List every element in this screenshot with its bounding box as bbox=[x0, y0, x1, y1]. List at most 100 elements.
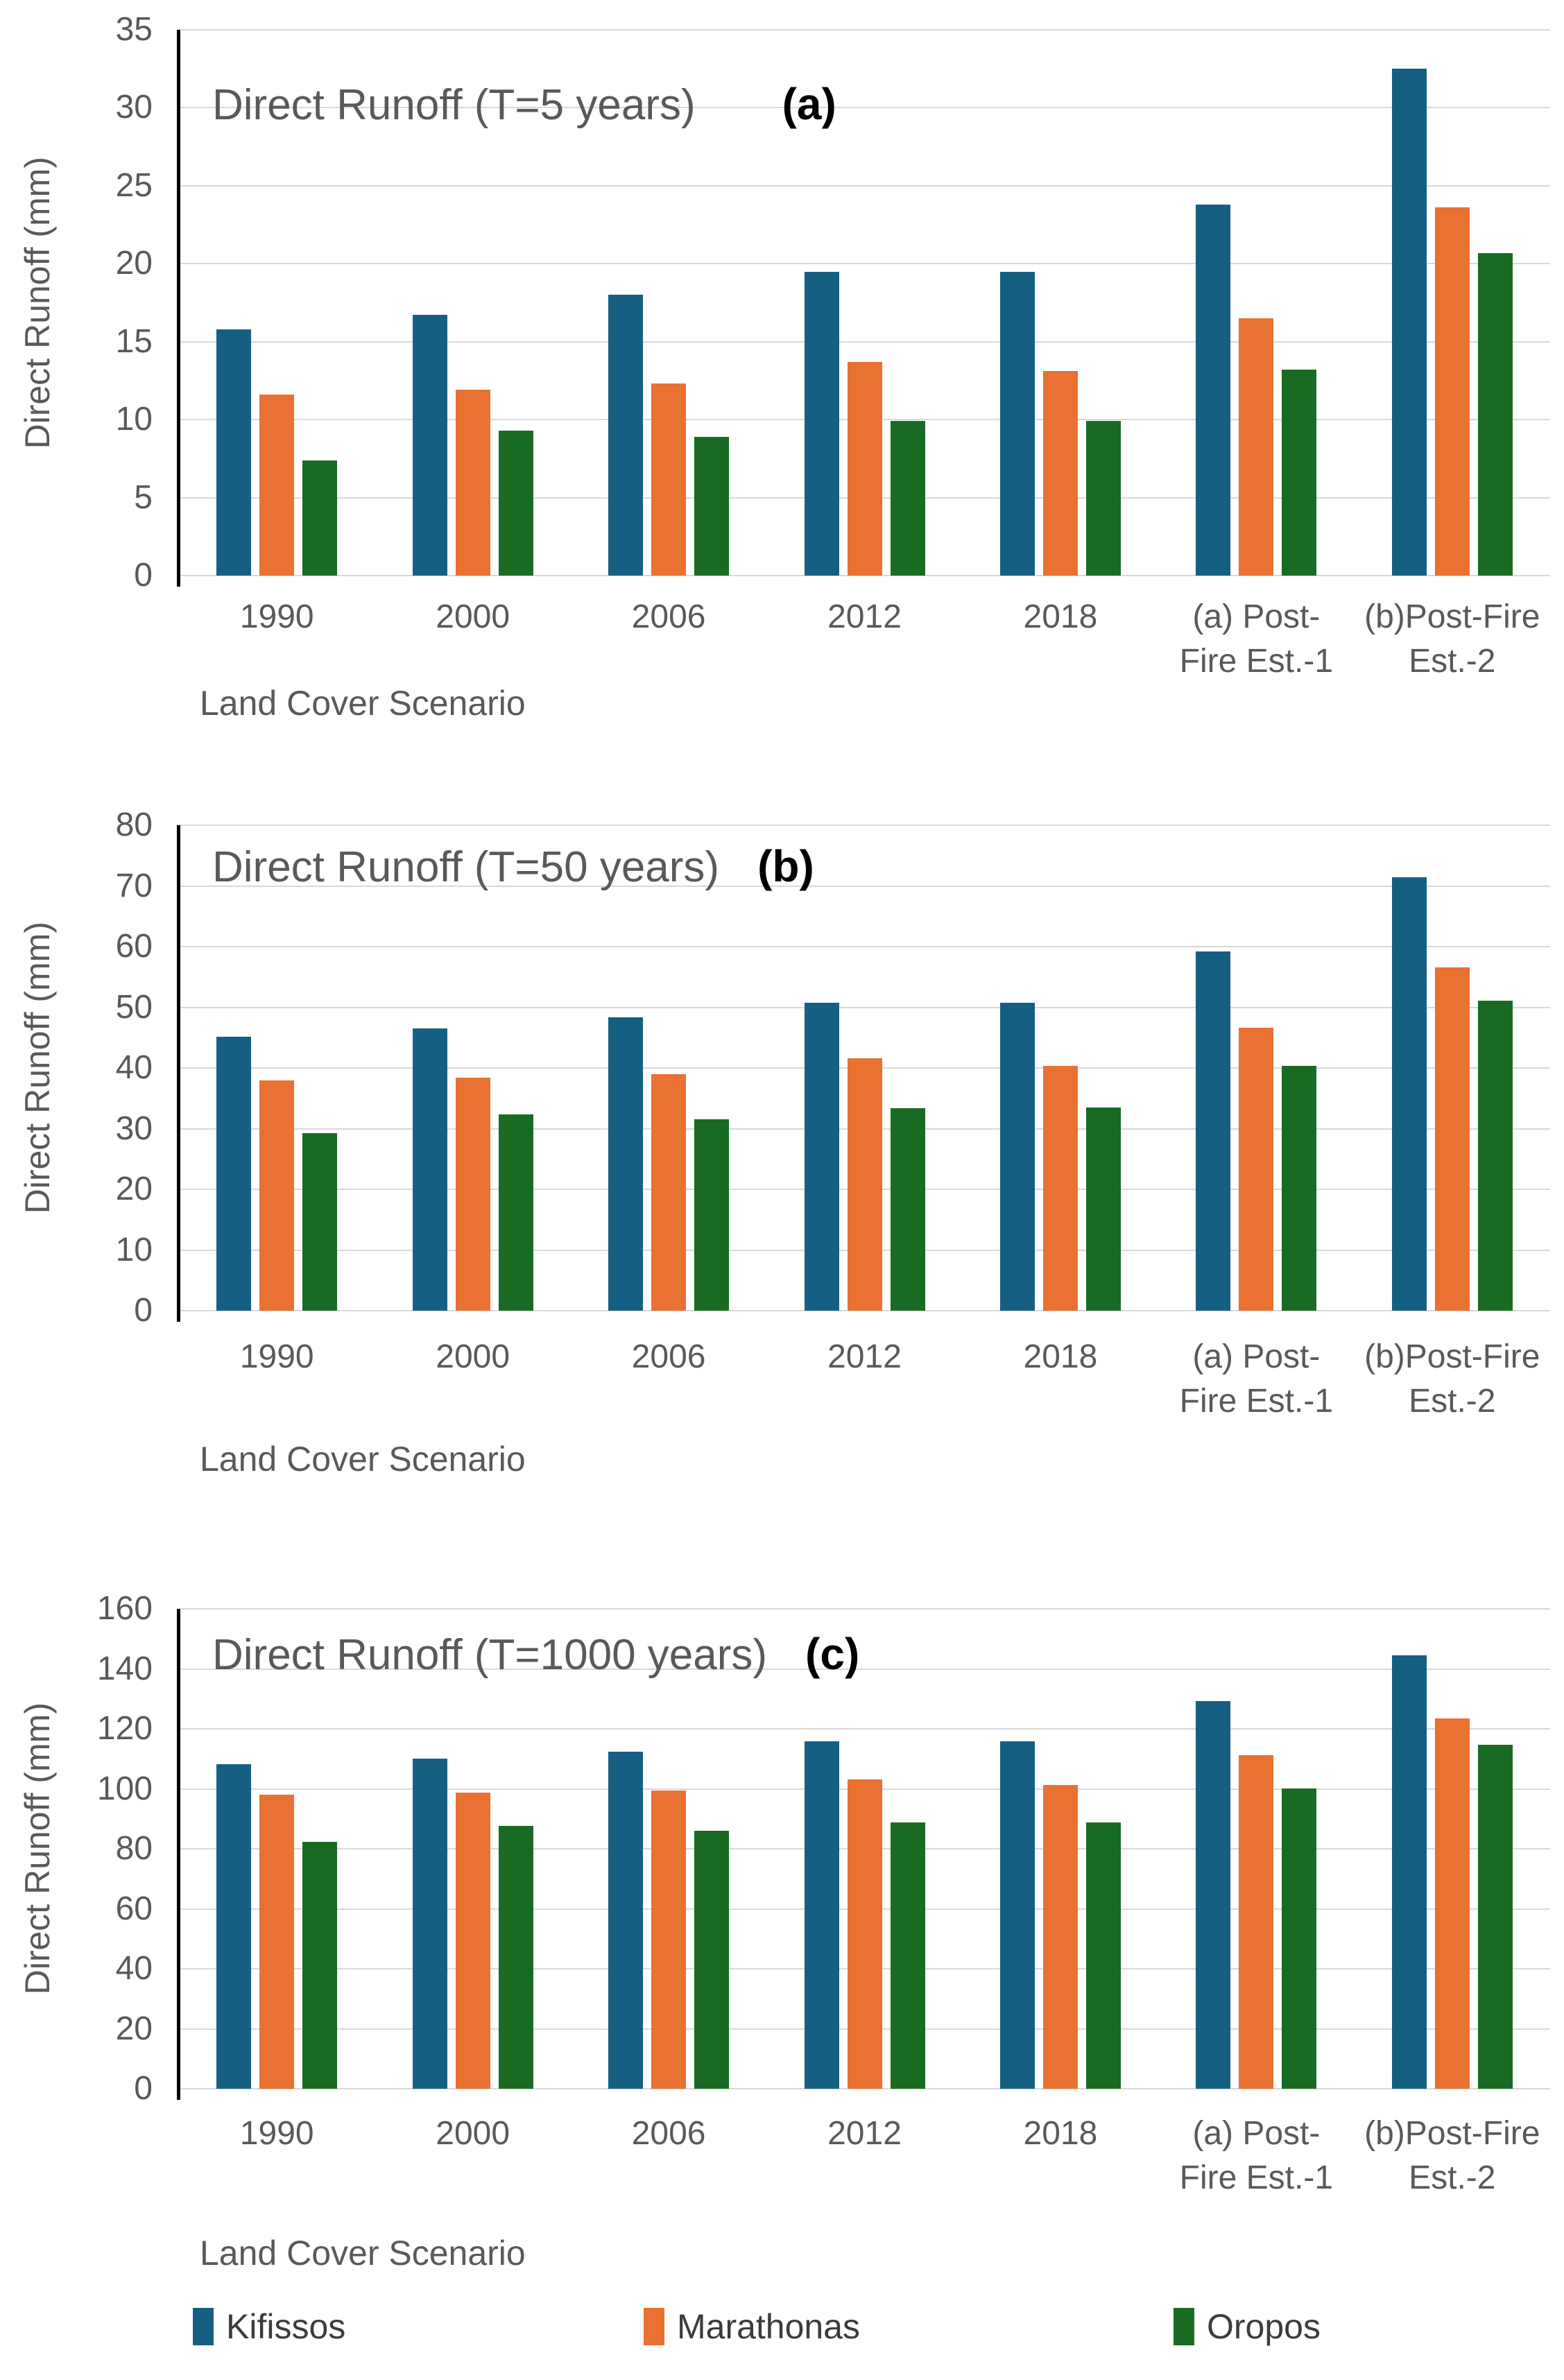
x-tick-line: 2000 bbox=[436, 598, 510, 635]
bar-kifissos-a-6 bbox=[1196, 204, 1231, 576]
gridline-a-25 bbox=[179, 184, 1550, 187]
bar-oropos-c-6 bbox=[1282, 1788, 1317, 2089]
x-tick-line: Est.-2 bbox=[1409, 1383, 1496, 1420]
legend-swatch-kifissos bbox=[193, 2308, 214, 2345]
bar-kifissos-b-3 bbox=[608, 1017, 644, 1311]
gridline-a-20 bbox=[179, 263, 1550, 265]
y-axis-title-box: Direct Runoff (mm) bbox=[8, 825, 67, 1311]
y-tick-label: 35 bbox=[115, 11, 153, 48]
bar-marathonas-b-6 bbox=[1239, 1028, 1274, 1311]
y-tick-label: 30 bbox=[115, 89, 153, 126]
x-tick-label: (a) Post- Fire Est.-1 bbox=[1145, 595, 1367, 684]
x-tick-line: 2000 bbox=[436, 1338, 510, 1375]
bar-kifissos-a-3 bbox=[608, 295, 644, 576]
bar-oropos-c-1 bbox=[302, 1841, 338, 2089]
chart-title-row-a: Direct Runoff (T=5 years) (a) bbox=[212, 78, 836, 130]
chart-title-row-c: Direct Runoff (T=1000 years) (c) bbox=[212, 1628, 859, 1680]
y-tick-label: 25 bbox=[115, 166, 153, 204]
y-axis-title: Direct Runoff (mm) bbox=[18, 922, 57, 1214]
bar-oropos-a-7 bbox=[1477, 252, 1513, 576]
chart-title: Direct Runoff (T=1000 years) bbox=[212, 1631, 768, 1679]
x-tick-label: 1990 bbox=[166, 2112, 388, 2156]
gridline-b-50 bbox=[179, 1006, 1550, 1008]
chart-title: Direct Runoff (T=50 years) bbox=[212, 843, 720, 891]
x-tick-label: (b)Post-Fire Est.-2 bbox=[1341, 1335, 1563, 1424]
bar-oropos-b-5 bbox=[1085, 1107, 1121, 1311]
bar-oropos-a-3 bbox=[694, 436, 730, 576]
y-axis-title-box: Direct Runoff (mm) bbox=[8, 30, 67, 576]
bar-marathonas-c-1 bbox=[259, 1794, 295, 2089]
bar-kifissos-b-6 bbox=[1196, 951, 1231, 1311]
bar-marathonas-a-5 bbox=[1042, 371, 1078, 576]
y-tick-label: 5 bbox=[134, 478, 153, 516]
y-axis-line bbox=[177, 825, 180, 1322]
x-tick-line: Fire Est.-1 bbox=[1179, 643, 1334, 680]
x-tick-line: (a) Post- bbox=[1192, 2115, 1321, 2152]
gridline-c-140 bbox=[179, 1668, 1550, 1670]
y-tick-label: 40 bbox=[115, 1049, 153, 1086]
x-tick-line: 2006 bbox=[631, 2115, 706, 2152]
bar-oropos-a-6 bbox=[1282, 370, 1317, 576]
bar-oropos-b-6 bbox=[1282, 1066, 1317, 1311]
bar-marathonas-b-7 bbox=[1434, 967, 1470, 1311]
gridline-c-120 bbox=[179, 1728, 1550, 1730]
bar-oropos-c-5 bbox=[1085, 1822, 1121, 2089]
bar-kifissos-c-5 bbox=[999, 1741, 1035, 2089]
bar-oropos-b-2 bbox=[498, 1114, 533, 1311]
gridline-c-160 bbox=[179, 1608, 1550, 1610]
bar-oropos-a-2 bbox=[498, 430, 533, 576]
x-tick-label: 1990 bbox=[166, 595, 388, 639]
x-tick-label: 2012 bbox=[754, 595, 976, 639]
y-axis-line bbox=[177, 1609, 180, 2100]
bar-kifissos-c-3 bbox=[608, 1751, 644, 2089]
y-tick-label: 160 bbox=[96, 1590, 153, 1627]
bar-marathonas-b-2 bbox=[455, 1078, 490, 1311]
bar-kifissos-b-4 bbox=[804, 1002, 839, 1311]
bar-marathonas-c-3 bbox=[651, 1791, 687, 2089]
x-tick-line: (a) Post- bbox=[1192, 598, 1321, 635]
y-axis-title: Direct Runoff (mm) bbox=[18, 1702, 57, 1995]
x-tick-label: (a) Post- Fire Est.-1 bbox=[1145, 1335, 1367, 1424]
panel-letter: (b) bbox=[757, 841, 814, 891]
x-tick-label: 2018 bbox=[949, 1335, 1171, 1379]
x-tick-line: Fire Est.-1 bbox=[1179, 1383, 1334, 1420]
x-tick-line: 2012 bbox=[827, 2115, 902, 2152]
gridline-b-70 bbox=[179, 885, 1550, 887]
x-tick-label: 2000 bbox=[362, 2112, 584, 2156]
bar-oropos-c-3 bbox=[694, 1831, 730, 2089]
x-axis-title: Land Cover Scenario bbox=[200, 684, 526, 723]
x-tick-line: 1990 bbox=[239, 1338, 314, 1375]
bar-marathonas-a-3 bbox=[651, 383, 687, 576]
x-tick-line: Est.-2 bbox=[1409, 643, 1496, 680]
bar-marathonas-a-2 bbox=[455, 390, 490, 576]
legend-label: Kifissos bbox=[226, 2307, 346, 2346]
gridline-b-0 bbox=[179, 1310, 1550, 1311]
bar-oropos-a-1 bbox=[302, 460, 338, 576]
bar-kifissos-c-1 bbox=[216, 1764, 252, 2089]
bar-marathonas-a-1 bbox=[259, 395, 295, 576]
bar-kifissos-b-1 bbox=[216, 1037, 252, 1311]
x-tick-line: Fire Est.-1 bbox=[1179, 2159, 1334, 2196]
x-tick-line: 2018 bbox=[1023, 598, 1098, 635]
bar-oropos-c-2 bbox=[498, 1825, 533, 2089]
bar-oropos-b-7 bbox=[1477, 1000, 1513, 1311]
x-tick-label: (b)Post-Fire Est.-2 bbox=[1341, 2112, 1563, 2200]
chart-title: Direct Runoff (T=5 years) bbox=[212, 81, 696, 129]
x-tick-label: 1990 bbox=[166, 1335, 388, 1379]
y-tick-label: 20 bbox=[115, 2010, 153, 2047]
bar-marathonas-a-4 bbox=[847, 361, 882, 576]
legend-swatch-oropos bbox=[1174, 2308, 1194, 2345]
legend-swatch-marathonas bbox=[644, 2308, 664, 2345]
bar-kifissos-b-5 bbox=[999, 1002, 1035, 1311]
y-tick-label: 40 bbox=[115, 1950, 153, 1987]
gridline-a-30 bbox=[179, 107, 1550, 109]
bar-oropos-b-3 bbox=[694, 1119, 730, 1311]
gridline-a-35 bbox=[179, 29, 1550, 31]
bar-marathonas-c-7 bbox=[1434, 1718, 1470, 2089]
y-tick-label: 15 bbox=[115, 322, 153, 360]
y-tick-label: 80 bbox=[115, 1830, 153, 1867]
x-tick-line: (b)Post-Fire bbox=[1364, 1338, 1540, 1375]
legend-label: Oropos bbox=[1207, 2307, 1321, 2346]
bar-kifissos-a-1 bbox=[216, 329, 252, 576]
y-tick-label: 10 bbox=[115, 1231, 153, 1268]
